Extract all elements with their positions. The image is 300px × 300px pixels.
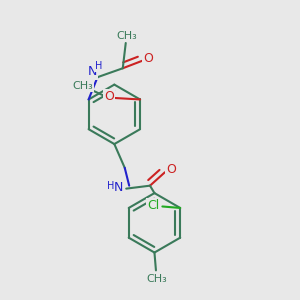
Text: CH₃: CH₃ xyxy=(146,274,167,284)
Text: O: O xyxy=(167,164,176,176)
Text: N: N xyxy=(114,181,124,194)
Text: N: N xyxy=(88,65,97,78)
Text: Cl: Cl xyxy=(147,199,160,212)
Text: O: O xyxy=(104,90,114,103)
Text: CH₃: CH₃ xyxy=(72,80,93,91)
Text: H: H xyxy=(107,181,115,191)
Text: O: O xyxy=(144,52,154,65)
Text: CH₃: CH₃ xyxy=(117,31,138,40)
Text: H: H xyxy=(95,61,103,71)
